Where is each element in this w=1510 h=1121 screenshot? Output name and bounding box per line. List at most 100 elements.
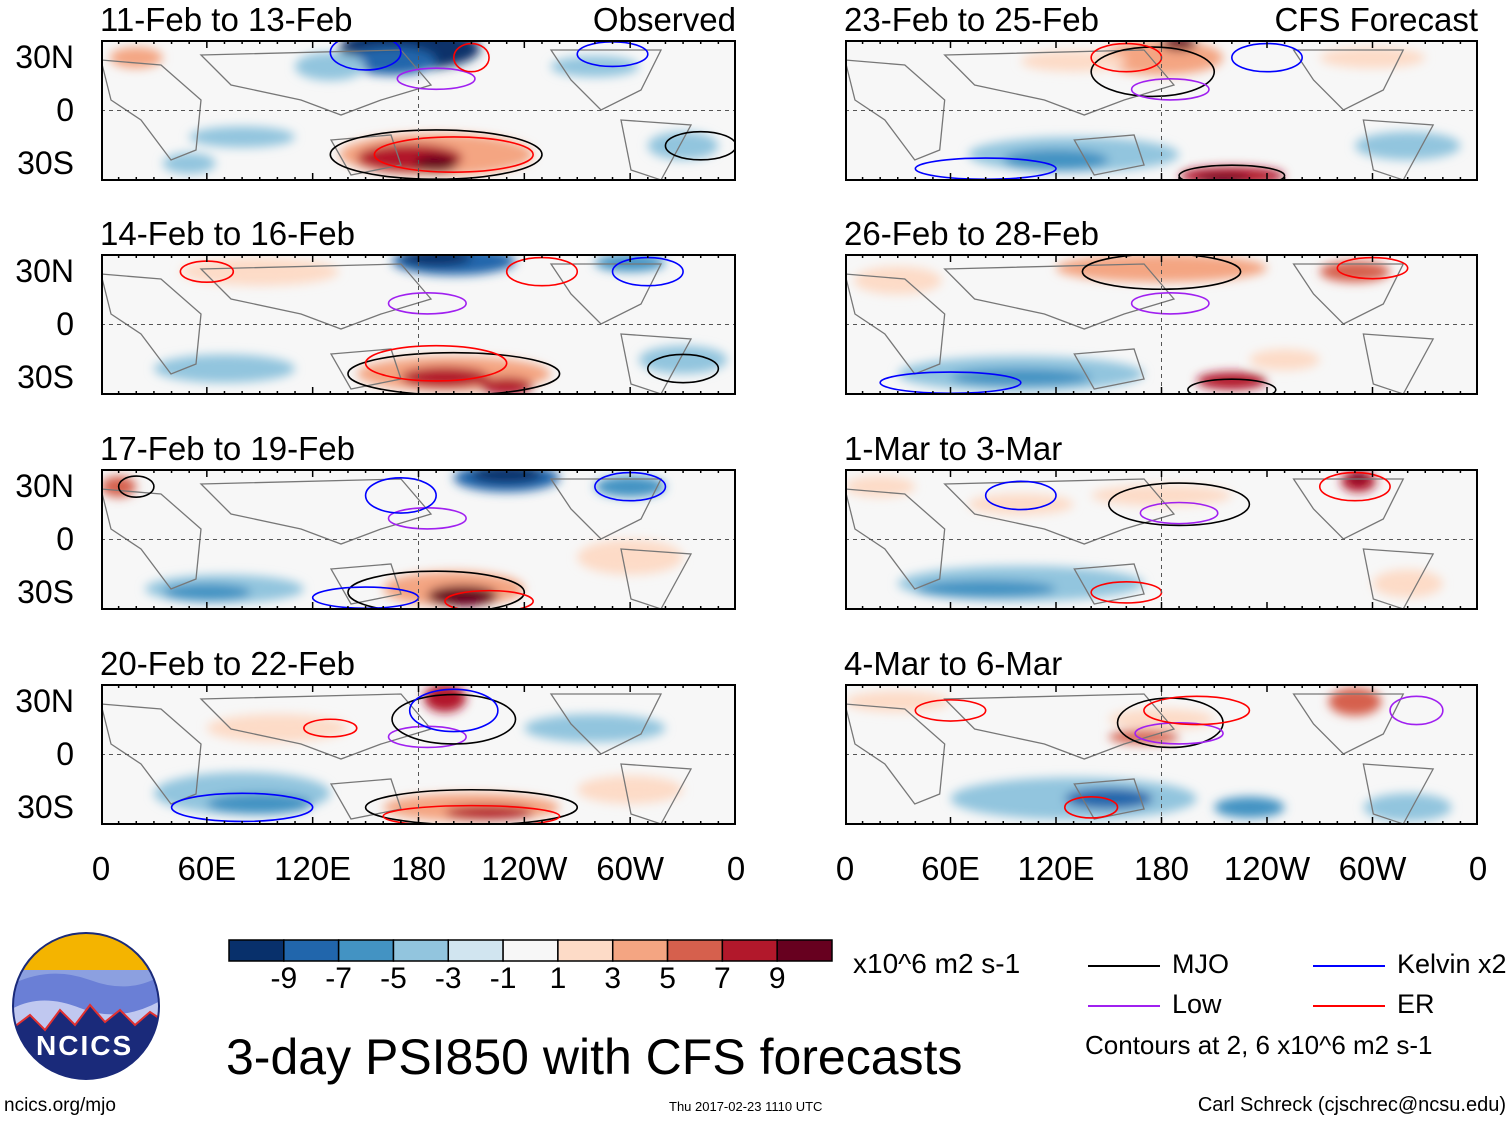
anomaly-shading [594, 254, 666, 272]
legend-label: ER [1397, 989, 1435, 1019]
contour-line [387, 291, 467, 315]
main-title: 3-day PSI850 with CFS forecasts [226, 1029, 963, 1085]
x-tick-label: 60W [1338, 850, 1407, 887]
map-panel [845, 684, 1478, 825]
contour-line [1130, 291, 1210, 315]
site-link[interactable]: ncics.org/mjo [4, 1095, 116, 1116]
x-tick-label: 120E [274, 850, 352, 887]
anomaly-shading [1064, 787, 1153, 810]
y-tick-label: 30N [15, 468, 74, 504]
contour-line [329, 40, 402, 71]
anomaly-shading [647, 131, 719, 160]
anomaly-shading [845, 691, 951, 713]
contour-line [364, 788, 579, 825]
anomaly-shading [915, 580, 1056, 598]
anomaly-shading [1214, 796, 1285, 818]
x-tick-label: 60W [596, 850, 665, 887]
contour-line [984, 480, 1057, 511]
contour-line [1134, 721, 1224, 745]
anomaly-shading [577, 775, 684, 804]
colorbar-tick-label: 7 [714, 962, 731, 995]
column-label: CFS Forecast [1274, 1, 1478, 38]
logo-text: NCICS [36, 1030, 134, 1061]
x-tick-label: 60E [177, 850, 237, 887]
colorbar-swatch [283, 939, 340, 962]
contour-line [117, 475, 155, 498]
contour-line [1187, 378, 1277, 395]
y-tick-label: 0 [56, 306, 74, 342]
contour-line [1139, 501, 1219, 525]
anomaly-shading [1056, 254, 1267, 283]
anomaly-shading [524, 713, 666, 743]
map-panel [101, 254, 736, 395]
y-tick-label: 30S [17, 789, 74, 825]
legend-line-low [1088, 1005, 1160, 1007]
panel-title: 17-Feb to 19-Feb [100, 430, 355, 467]
colorbar-tick-label: 5 [659, 962, 676, 995]
column-label: Observed [592, 1, 736, 38]
map-panel [845, 469, 1478, 610]
panel-title: 4-Mar to 6-Mar [844, 645, 1063, 682]
contour-line [303, 718, 358, 738]
anomaly-shading [206, 793, 313, 815]
contour-line [373, 136, 534, 173]
anomaly-shading [1363, 793, 1452, 822]
x-tick-label: 60E [921, 850, 980, 887]
anomaly-shading [845, 476, 916, 498]
contour-line [382, 804, 561, 825]
anomaly-shading [400, 366, 490, 388]
anomaly-shading [1249, 349, 1320, 371]
legend-line-er [1313, 1005, 1385, 1007]
y-tick-label: 30N [15, 39, 74, 75]
contour-line [1107, 482, 1251, 527]
y-tick-label: 30N [15, 683, 74, 719]
map-panel [101, 40, 736, 181]
x-tick-label: 120W [1223, 850, 1311, 887]
coastlines [101, 478, 693, 610]
y-tick-label: 0 [56, 92, 74, 128]
legend-line-mjo [1088, 965, 1160, 967]
x-tick-label: 0 [835, 850, 855, 887]
map-panel [845, 254, 1478, 395]
contour-line [444, 589, 534, 610]
colorbar-tick-label: -7 [325, 962, 352, 995]
anomaly-shading [968, 493, 1074, 515]
colorbar-tick-label: 3 [604, 962, 622, 995]
colorbar-swatch [447, 939, 504, 962]
contour-line [347, 570, 526, 610]
y-tick-label: 0 [56, 736, 74, 772]
contour-line [664, 130, 736, 161]
anomaly-shading [638, 345, 728, 374]
y-tick-label: 0 [56, 521, 74, 557]
anomaly-shading [1196, 372, 1267, 390]
colorbar-swatch [502, 939, 559, 962]
x-tick-label: 0 [91, 850, 111, 887]
colorbar-swatch [557, 939, 614, 962]
anomaly-shading [594, 476, 666, 498]
panel-title: 1-Mar to 3-Mar [844, 430, 1063, 467]
anomaly-shading [189, 126, 296, 148]
contour-line [408, 688, 499, 733]
y-tick-label: 30S [17, 145, 74, 181]
panel-title: 20-Feb to 22-Feb [100, 645, 355, 682]
colorbar-tick-label: -1 [489, 962, 517, 995]
author: Carl Schreck (cjschrec@ncsu.edu) [1197, 1094, 1506, 1116]
x-tick-label: 120W [481, 850, 568, 887]
colorbar-swatch [611, 939, 669, 962]
colorbar-tick-label: -5 [380, 962, 407, 995]
anomaly-shading [1319, 47, 1426, 69]
units-label: x10^6 m2 s-1 [853, 948, 1021, 979]
contour-line [1063, 796, 1119, 819]
colorbar-tick-label: 1 [549, 962, 567, 995]
colorbar-tick-label: -9 [270, 962, 298, 995]
anomaly-shading [1354, 131, 1461, 160]
anomaly-shading [444, 805, 534, 820]
contour-line [1090, 46, 1216, 98]
map-panel [845, 40, 1478, 181]
contour-line [647, 353, 720, 384]
y-tick-label: 30N [15, 253, 74, 289]
y-tick-label: 30S [17, 574, 74, 610]
contour-line [364, 344, 508, 382]
panel-title: 23-Feb to 25-Feb [844, 1, 1099, 38]
